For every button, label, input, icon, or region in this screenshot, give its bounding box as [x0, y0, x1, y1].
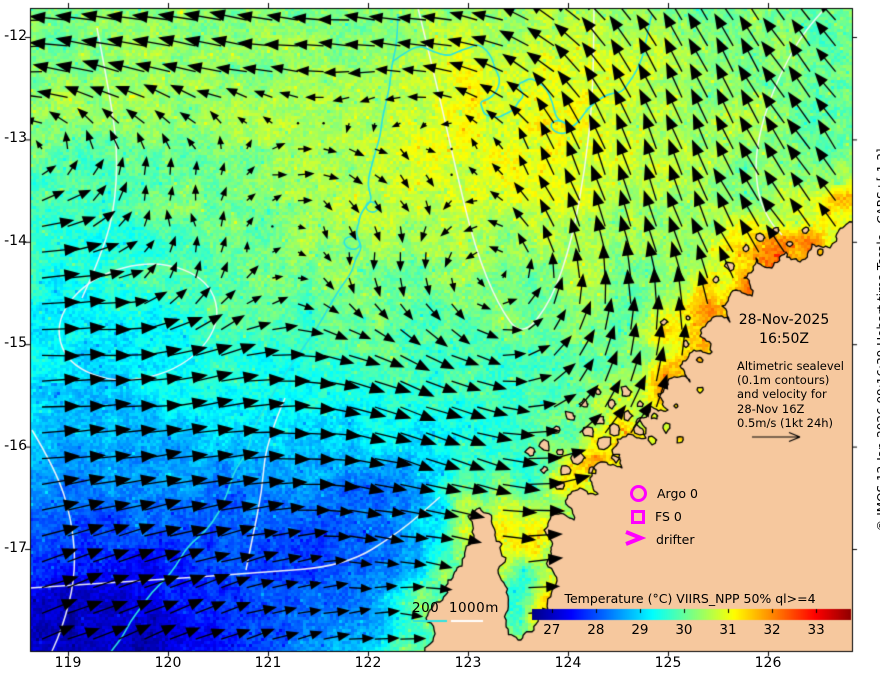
y-axis-tick-label: -17: [4, 540, 27, 556]
altimetric-line: (0.1m contours): [737, 373, 830, 388]
colorbar-title: Temperature (°C) VIIRS_NPP 50% ql>=4: [564, 591, 816, 606]
colorbar-tick-label: 31: [719, 622, 737, 638]
legend-fs: FS 0: [622, 505, 742, 528]
marker-legend: Argo 0 FS 0 drifter: [622, 482, 742, 551]
colorbar-tick-label: 27: [543, 622, 561, 638]
drifter-arrow-icon: [622, 529, 647, 550]
y-axis-tick-label: -15: [4, 335, 27, 352]
y-axis-tick-label: -16: [4, 437, 27, 454]
colorbar-tick-label: 28: [587, 622, 605, 638]
legend-drifter: drifter: [622, 528, 742, 551]
y-axis-tick-label: -13: [4, 130, 27, 147]
credit-text: © IMOS 12-Jan-2026 09:16:39 Hobart time …: [875, 148, 880, 531]
argo-label: Argo 0: [657, 486, 698, 501]
fs-mooring-icon: [631, 509, 645, 524]
bathymetry-scale-labels: 200 1000m: [412, 600, 499, 616]
y-axis-tick-label: -14: [4, 232, 27, 249]
scale-200m-label: 200: [412, 600, 440, 616]
colorbar-tick-label: 29: [631, 622, 649, 638]
altimetric-note: Altimetric sealevel (0.1m contours) and …: [737, 359, 867, 430]
altimetric-line: Altimetric sealevel: [737, 359, 844, 373]
x-axis-tick-label: 125: [654, 655, 682, 671]
drifter-label: drifter: [656, 532, 695, 547]
altimetric-line: 0.5m/s (1kt 24h): [737, 415, 834, 430]
y-axis-tick-label: -12: [4, 28, 27, 44]
datetime-date: 28-Nov-2025: [738, 312, 830, 328]
colorbar-tick-label: 32: [763, 622, 781, 638]
argo-float-icon: [630, 485, 647, 502]
x-axis-tick-label: 121: [254, 655, 282, 671]
fs-label: FS 0: [655, 509, 682, 524]
scale-1000m-label: 1000m: [448, 600, 499, 616]
colorbar-tick-label: 30: [675, 622, 693, 638]
legend-argo: Argo 0: [622, 482, 742, 505]
x-axis-tick-label: 126: [754, 655, 782, 671]
altimetric-line: 28-Nov 16Z: [737, 401, 805, 416]
datetime-annotation: 28-Nov-2025 16:50Z: [714, 311, 854, 349]
x-axis-tick-label: 120: [154, 655, 182, 671]
x-axis-tick-label: 123: [454, 655, 482, 671]
x-axis-tick-label: 124: [554, 655, 582, 671]
altimetric-line: and velocity for: [737, 387, 827, 402]
datetime-time: 16:50Z: [759, 331, 809, 347]
colorbar-tick-label: 33: [807, 622, 825, 638]
x-axis-tick-label: 119: [54, 655, 82, 671]
x-axis-tick-label: 122: [354, 655, 382, 671]
